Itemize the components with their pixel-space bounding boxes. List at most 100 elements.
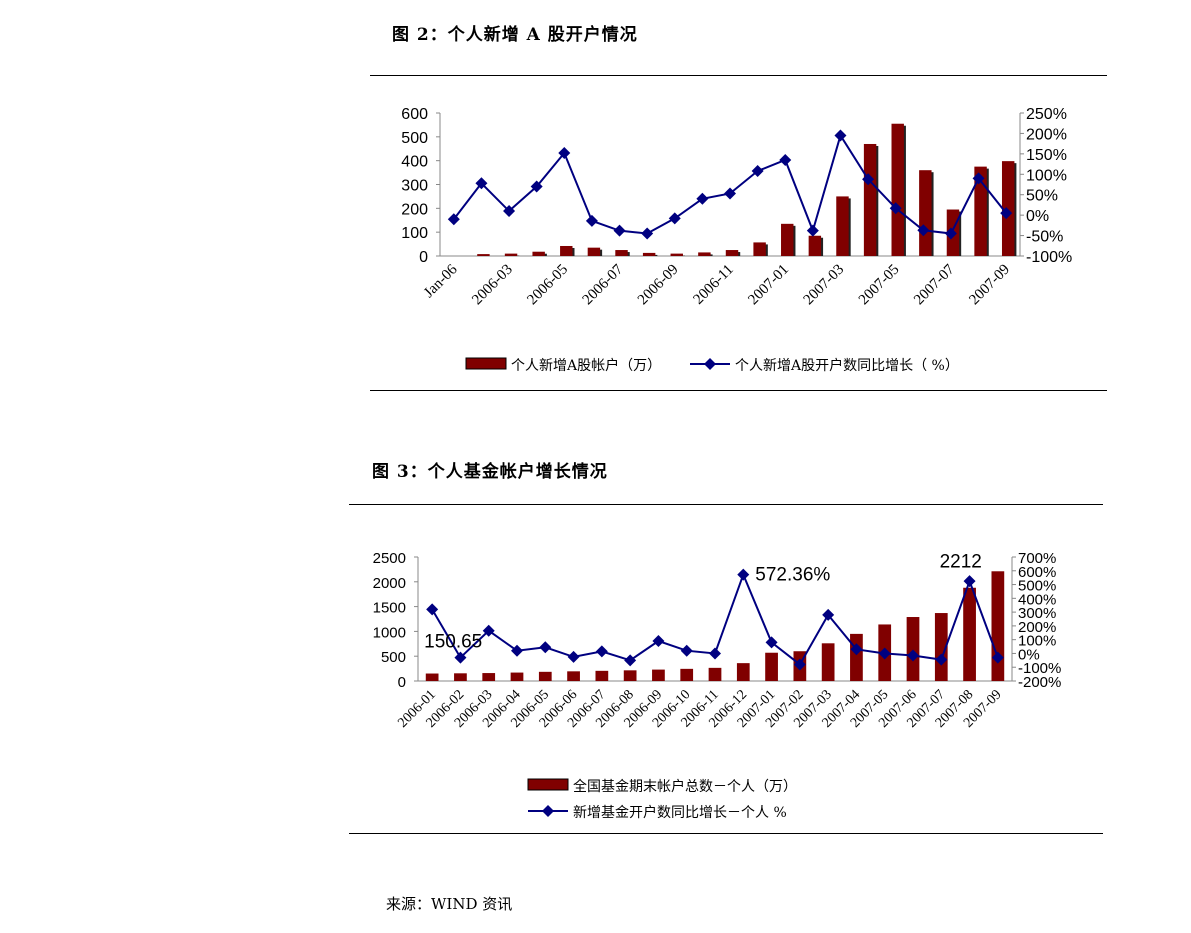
bar — [510, 672, 524, 681]
line-point — [765, 636, 778, 649]
bar — [560, 245, 573, 256]
y-right-tick-label: 0% — [1018, 646, 1040, 663]
x-tick-label: 2006-11 — [691, 262, 737, 308]
y-right-tick-label: -200% — [1018, 674, 1061, 691]
line-point — [850, 643, 863, 656]
line-point — [862, 173, 875, 186]
y-right-tick-label: 600% — [1018, 564, 1056, 581]
bar — [808, 235, 822, 256]
line-point — [652, 635, 665, 648]
divider — [370, 390, 1107, 391]
y-left-tick-label: 500 — [381, 649, 406, 666]
bar — [974, 166, 987, 256]
bar — [623, 670, 637, 681]
x-tick-label: 2007-05 — [856, 262, 903, 309]
y-left-tick-label: 100 — [401, 225, 428, 242]
line-point — [613, 224, 626, 237]
y-right-tick-label: -100% — [1018, 660, 1061, 677]
y-left-tick-label: 2000 — [373, 575, 406, 592]
y-right-tick-label: 700% — [1018, 550, 1056, 567]
line-point — [944, 227, 957, 240]
bar — [821, 643, 835, 681]
x-tick-label: 2006-03 — [469, 262, 516, 309]
divider — [370, 75, 1107, 76]
bar — [680, 668, 694, 681]
y-left-tick-label: 0 — [419, 249, 428, 266]
bar — [477, 254, 490, 256]
line-point — [793, 658, 806, 671]
source-note: 来源：WIND 资讯 — [386, 895, 513, 913]
line-point — [680, 644, 693, 657]
line-point — [806, 224, 819, 237]
data-label: 2212 — [940, 551, 982, 572]
bar — [615, 250, 628, 256]
bar — [725, 250, 739, 256]
x-tick-label: 2007-03 — [801, 262, 848, 309]
data-label: 150.65 — [424, 632, 482, 653]
bar — [919, 170, 932, 256]
bar — [698, 252, 711, 256]
bar — [587, 247, 601, 256]
bar — [906, 617, 920, 681]
y-left-tick-label: 600 — [401, 106, 428, 123]
y-left-tick-label: 200 — [401, 201, 428, 218]
line-point — [503, 205, 516, 218]
line-point — [447, 213, 460, 226]
bar — [532, 251, 545, 256]
line-point — [917, 224, 930, 237]
line-point — [935, 653, 948, 666]
bar — [836, 196, 849, 256]
line-point — [779, 153, 792, 166]
legend-bar-swatch — [465, 357, 507, 370]
line-point — [991, 651, 1004, 664]
divider — [349, 833, 1103, 834]
data-label: 572.36% — [755, 565, 830, 586]
line-point — [567, 650, 580, 663]
line-point — [558, 147, 571, 160]
x-tick-label: Jan-06 — [421, 261, 461, 301]
x-tick-label: 2006-09 — [635, 262, 682, 309]
line-point — [426, 603, 439, 616]
y-right-tick-label: 50% — [1026, 188, 1058, 205]
line-point — [1000, 207, 1013, 220]
line-point — [475, 177, 488, 190]
legend-label: 个人新增A股开户数同比增长（ %） — [735, 357, 959, 374]
bar — [595, 670, 609, 681]
y-right-tick-label: 300% — [1018, 605, 1056, 622]
y-right-tick-label: 150% — [1026, 147, 1067, 164]
bar — [765, 652, 778, 681]
bar — [963, 587, 976, 681]
bar — [1001, 161, 1015, 256]
bar — [850, 633, 863, 681]
line-point — [668, 212, 681, 225]
y-left-tick-label: 1500 — [373, 600, 406, 617]
bar — [781, 223, 794, 256]
x-tick-label: 2006-05 — [524, 262, 571, 309]
line-point — [972, 172, 985, 185]
bar — [991, 571, 1005, 681]
y-right-tick-label: 250% — [1026, 106, 1067, 123]
bar — [567, 671, 580, 681]
bar — [753, 242, 766, 256]
y-left-tick-label: 300 — [401, 178, 428, 195]
bar — [642, 252, 656, 256]
bar — [934, 613, 948, 681]
y-left-tick-label: 2500 — [373, 550, 406, 567]
line-point — [751, 165, 764, 178]
y-right-tick-label: 200% — [1018, 619, 1056, 636]
legend-label: 新增基金开户数同比增长－个人 % — [573, 804, 787, 821]
legend-label: 全国基金期末帐户总数－个人（万） — [573, 778, 797, 795]
line-point — [641, 227, 654, 240]
legend-diamond-icon — [704, 358, 716, 370]
bar — [538, 671, 552, 681]
line-point — [878, 647, 891, 660]
y-right-tick-label: 0% — [1026, 208, 1049, 225]
bar — [652, 669, 665, 681]
line-point — [482, 624, 495, 637]
line-point — [539, 641, 552, 654]
y-right-tick-label: 500% — [1018, 578, 1056, 595]
y-right-tick-label: 100% — [1018, 633, 1056, 650]
y-left-tick-label: 0 — [398, 674, 406, 691]
x-tick-label: 2007-07 — [911, 261, 958, 308]
